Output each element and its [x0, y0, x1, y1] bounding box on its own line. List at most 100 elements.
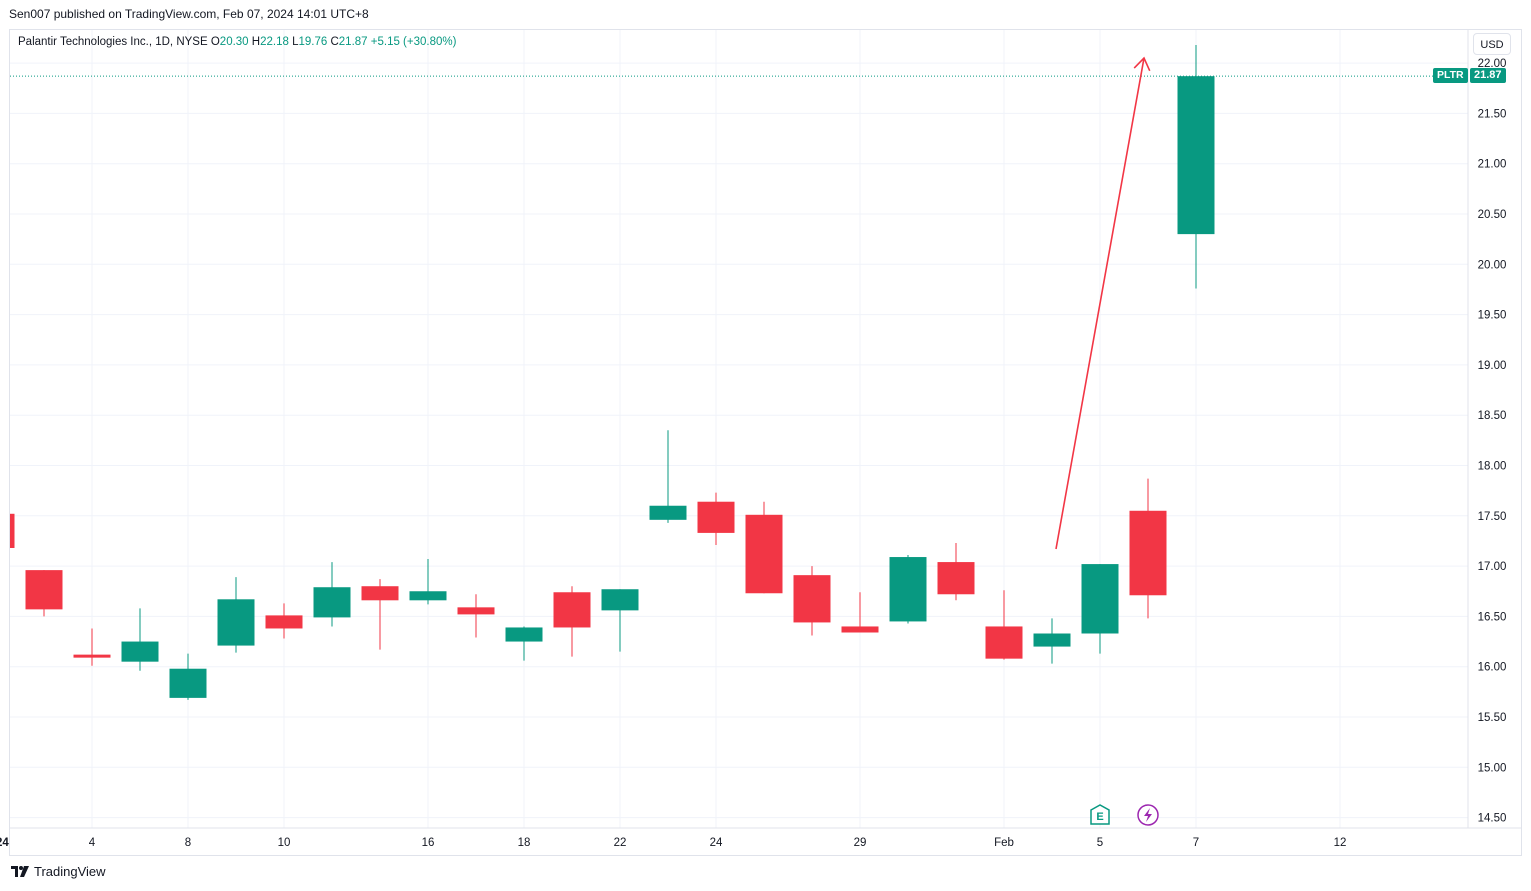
time-tick-label: 10: [278, 837, 291, 849]
low-value: 19.76: [298, 36, 328, 48]
candle-body: [121, 641, 159, 662]
candle: [745, 501, 783, 594]
time-tick-label: 22: [614, 837, 627, 849]
price-tick-label: 20.00: [1478, 259, 1507, 271]
candle: [505, 626, 543, 661]
price-tick-label: 16.00: [1478, 662, 1507, 674]
candle: [841, 592, 879, 633]
price-axis: 14.50 15.00 15.50 16.00 16.50 17.00 17.50 18.00…: [1478, 58, 1507, 824]
tradingview-logo-icon: [11, 865, 29, 877]
time-tick-label: 24: [710, 837, 723, 849]
tradingview-logo[interactable]: TradingView: [11, 864, 106, 879]
price-tick-label: 17.50: [1478, 511, 1507, 523]
candle-body: [265, 615, 303, 629]
price-tick-label: 18.50: [1478, 410, 1507, 422]
candle: [793, 566, 831, 636]
candle-body: [745, 514, 783, 594]
price-tick-label: 21.00: [1478, 159, 1507, 171]
time-tick-label: Feb: [994, 837, 1014, 849]
candle-body: [1081, 564, 1119, 634]
candle: [73, 628, 111, 666]
candle-body: [649, 505, 687, 520]
price-tick-label: 17.00: [1478, 561, 1507, 573]
candle: [601, 589, 639, 652]
candle: [1033, 618, 1071, 664]
time-tick-label: 7: [1193, 837, 1199, 849]
earnings-icon-letter: E: [1096, 811, 1103, 823]
trend-arrow-line: [1055, 57, 1145, 550]
candle-body: [25, 570, 63, 610]
symbol-legend: Palantir Technologies Inc., 1D, NYSE O20…: [18, 36, 456, 48]
price-tick-label: 21.50: [1478, 108, 1507, 120]
price-tick-label: 19.50: [1478, 310, 1507, 322]
time-tick-label: 8: [185, 837, 191, 849]
time-tick-label: 16: [422, 837, 435, 849]
candle-body: [697, 501, 735, 533]
candle-body: [217, 599, 255, 646]
currency-button[interactable]: USD: [1473, 33, 1511, 55]
candle-body: [1177, 76, 1215, 235]
candle-body: [985, 626, 1023, 659]
event-markers: E: [1090, 804, 1159, 826]
candle: [457, 594, 495, 638]
change-value: +5.15 (+30.80%): [370, 36, 457, 48]
candle: [889, 555, 927, 624]
time-tick-label: 12: [1334, 837, 1347, 849]
time-tick-label: 2024: [0, 837, 9, 849]
candle: [1177, 44, 1215, 289]
price-tick-label: 20.50: [1478, 209, 1507, 221]
high-label: H: [251, 36, 261, 48]
chart-frame: [9, 29, 1522, 856]
candle-body: [409, 591, 447, 601]
candles: [10, 44, 1215, 700]
price-tick-label: 19.00: [1478, 360, 1507, 372]
candle-body: [937, 562, 975, 595]
candle-body: [313, 587, 351, 618]
price-tick-label: 15.50: [1478, 712, 1507, 724]
candle-body: [10, 513, 15, 548]
candle: [10, 513, 15, 548]
close-value: 21.87: [338, 36, 368, 48]
candle: [937, 542, 975, 601]
candle: [265, 603, 303, 639]
time-tick-label: 18: [518, 837, 531, 849]
candle-body: [793, 575, 831, 623]
price-badge-value: 21.87: [1470, 68, 1506, 83]
time-axis: 2024 4 8 10 16 18 22 24 29 Feb 5 7 12: [0, 837, 1346, 849]
time-tick-label: 4: [89, 837, 96, 849]
candle: [361, 579, 399, 650]
flash-icon-bolt: [1144, 808, 1152, 822]
candle: [121, 608, 159, 671]
earnings-icon-shape: [1090, 804, 1110, 825]
candle-body: [73, 654, 111, 658]
price-tick-label: 16.50: [1478, 611, 1507, 623]
candle-body: [601, 589, 639, 611]
earnings-icon: E: [1090, 804, 1110, 825]
time-tick-label: 5: [1097, 837, 1103, 849]
high-value: 22.18: [260, 36, 289, 48]
candle: [409, 559, 447, 605]
low-label: L: [292, 36, 299, 48]
candle-body: [361, 586, 399, 601]
open-label: O: [210, 36, 220, 48]
candle-body: [169, 668, 207, 698]
trend-arrow-head: [1133, 56, 1151, 72]
price-badge-symbol: PLTR: [1433, 68, 1468, 83]
price-tick-label: 15.00: [1478, 762, 1507, 774]
candle: [1081, 564, 1119, 654]
candle: [217, 577, 255, 653]
symbol-name: Palantir Technologies Inc., 1D, NYSE: [18, 36, 208, 48]
candle-body: [505, 627, 543, 642]
grid-lines: [10, 30, 1521, 829]
candle: [169, 653, 207, 700]
candle-body: [1033, 633, 1071, 647]
candle: [1129, 478, 1167, 619]
published-line: Sen007 published on TradingView.com, Feb…: [9, 7, 369, 21]
price-tick-label: 22.00: [1478, 58, 1507, 70]
candle-body: [841, 626, 879, 633]
candle: [553, 586, 591, 657]
trend-arrow: [1055, 56, 1151, 550]
close-label: C: [330, 36, 339, 48]
tradingview-brand: TradingView: [34, 864, 106, 879]
